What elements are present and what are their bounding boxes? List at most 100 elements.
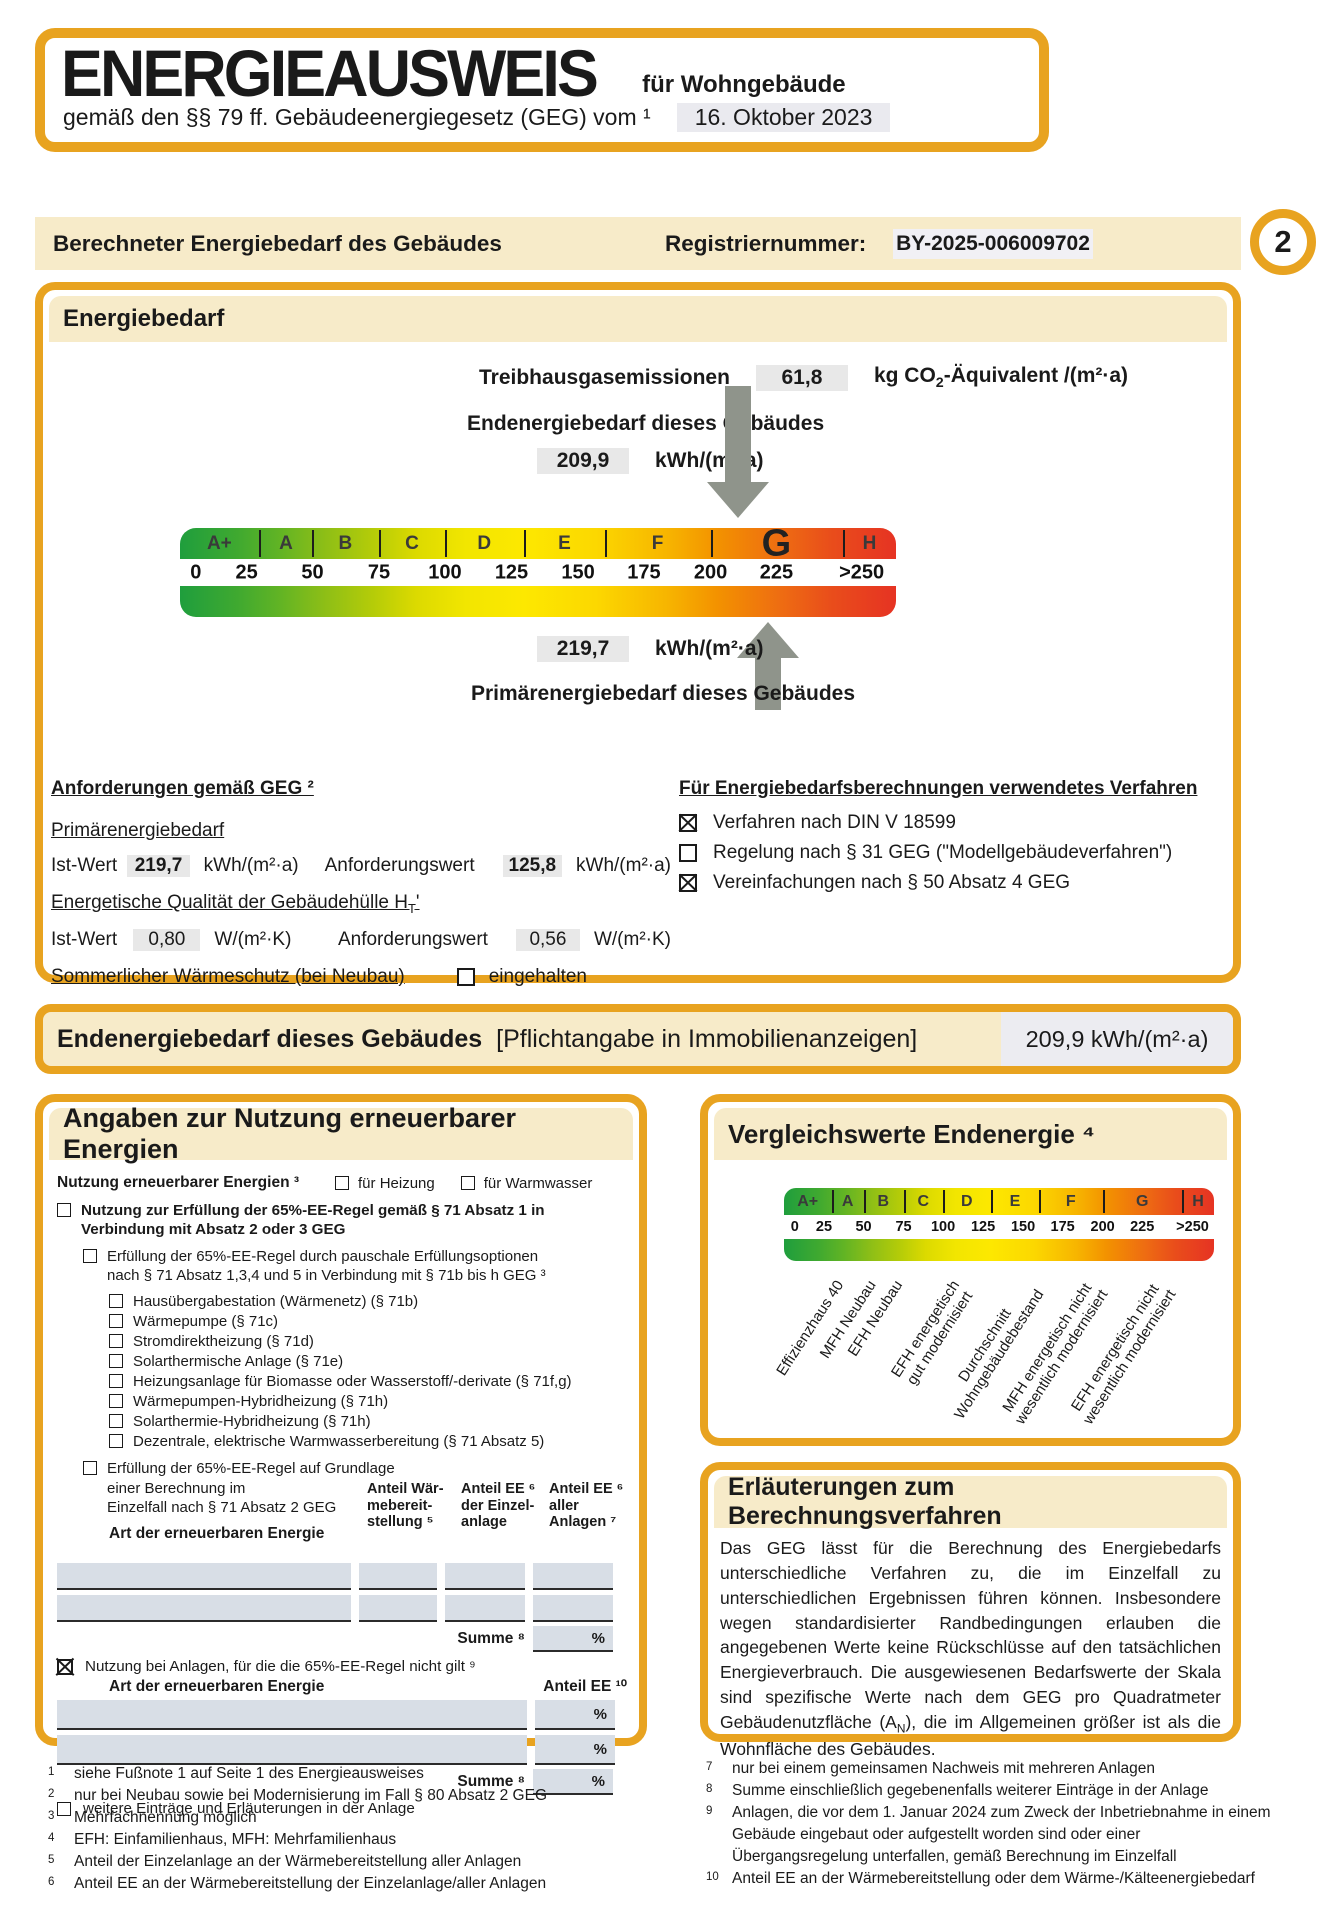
footnote: 7 nur bei einem gemeinsamen Nachweis mit … xyxy=(706,1758,1276,1780)
page-subtitle: für Wohngebäude xyxy=(642,71,846,99)
scale-letter: F xyxy=(1065,1192,1076,1210)
renewables-header: Angaben zur Nutzung erneuerbarer Energie… xyxy=(49,1103,633,1164)
mini-energy-scale: A+ A B C D E F G H 0 25 50 75 100 125 15… xyxy=(784,1188,1214,1261)
weitere-row: weitere Einträge und Erläuterungen in de… xyxy=(57,1800,627,1817)
ist-wert-label: Ist-Wert xyxy=(51,855,118,876)
option-row: Dezentrale, elektrische Warmwasserbereit… xyxy=(109,1431,627,1451)
erlaeuterungen-text: Das GEG lässt für die Berechnung des Ene… xyxy=(720,1536,1221,1762)
footnote-marker: 10 xyxy=(706,1871,719,1883)
rule65-checkbox xyxy=(57,1203,71,1217)
arrow-up-icon xyxy=(737,622,799,710)
ee-table2: % % Summe ⁸ % xyxy=(57,1700,627,1796)
rule65-label: Nutzung zur Erfüllung der 65%-EE-Regel g… xyxy=(81,1202,545,1239)
anforderungswert2-label: Anforderungswert xyxy=(337,928,488,950)
table-cell xyxy=(533,1563,613,1591)
ee-table2-sum-row: Summe ⁸ % xyxy=(57,1769,627,1796)
header-box: ENERGIEAUSWEIS für Wohngebäude gemäß den… xyxy=(35,28,1049,152)
vergleich-title: Vergleichswerte Endenergie ⁴ xyxy=(728,1118,1095,1149)
page-title: ENERGIEAUSWEIS xyxy=(61,36,599,110)
footnote: 9 Anlagen, die vor dem 1. Januar 2024 zum… xyxy=(706,1802,1276,1868)
table-cell xyxy=(57,1595,351,1623)
scale-letter: A+ xyxy=(797,1192,819,1210)
footnote: 2 nur bei Neubau sowie bei Modernisierung… xyxy=(48,1785,668,1807)
primary-unit: kWh/(m²·a) xyxy=(655,637,764,660)
option-row: Stromdirektheizung (§ 71d) xyxy=(109,1331,627,1351)
option-label: Wärmepumpen-Hybridheizung (§ 71h) xyxy=(133,1392,389,1410)
erlaeuterungen-header: Erläuterungen zum Berechnungsverfahren xyxy=(714,1473,1227,1530)
scale-tick: 100 xyxy=(930,1219,956,1235)
anforderungswert2-unit: W/(m²·K) xyxy=(593,928,671,950)
anforderungswert-unit: kWh/(m²·a) xyxy=(576,855,671,876)
huelle-subheading: Energetische Qualität der Gebäudehülle H… xyxy=(51,892,671,916)
ee-table2-row: % xyxy=(57,1700,627,1731)
ee-table-row xyxy=(57,1595,627,1623)
primary-value-row: 219,7 kWh/(m²·a) xyxy=(537,636,764,662)
footnote-text: siehe Fußnote 1 auf Seite 1 des Energiea… xyxy=(74,1765,424,1782)
percent-sign: % xyxy=(591,1772,605,1790)
scale-letter: H xyxy=(862,532,877,554)
anforderungswert-value: 125,8 xyxy=(502,855,563,877)
summe-percent-cell: % xyxy=(533,1626,613,1653)
issue-date: 16. Oktober 2023 xyxy=(676,103,891,133)
vergleich-header: Vergleichswerte Endenergie ⁴ xyxy=(714,1108,1227,1160)
scale-letter: D xyxy=(477,532,492,554)
scale-tick: 175 xyxy=(627,561,661,583)
option-row: Solarthermische Anlage (§ 71e) xyxy=(109,1351,627,1371)
ee-table: Summe ⁸ % xyxy=(57,1563,627,1653)
heizung-checkbox xyxy=(335,1176,350,1190)
option-row: Solarthermie-Hybridheizung (§ 71h) xyxy=(109,1411,627,1431)
option-checkbox xyxy=(109,1434,123,1449)
table2-col-ee-header: Anteil EE ¹⁰ xyxy=(543,1678,627,1696)
endenergie-bar-note: [Pflichtangabe in Immobilienanzeigen] xyxy=(496,1024,918,1053)
scale-letter: B xyxy=(338,532,353,554)
table-col2-header: Anteil EE ⁶ der Einzel- anlage xyxy=(461,1481,536,1530)
endenergie-bar-value: 209,9 kWh/(m²·a) xyxy=(1001,1012,1233,1066)
option-checkbox xyxy=(109,1354,123,1369)
scale-tick: 25 xyxy=(815,1219,833,1235)
verfahren-item-label: Verfahren nach DIN V 18599 xyxy=(713,812,956,833)
energy-scale-letter-band: A+ A B C D E F G H xyxy=(180,528,896,564)
percent-sign: % xyxy=(593,1705,607,1723)
verfahren-item-label: Regelung nach § 31 GEG ("Modellgebäudeve… xyxy=(713,842,1173,863)
scale-tick: 200 xyxy=(1090,1219,1115,1235)
verfahren-item: Verfahren nach DIN V 18599 xyxy=(679,808,1235,838)
sommer-checkbox-label: eingehalten xyxy=(488,965,587,987)
summe2-percent-cell: % xyxy=(533,1769,613,1796)
einzelfall-label: Erfüllung der 65%-EE-Regel auf Grundlage… xyxy=(107,1460,395,1517)
rule65-row: Nutzung zur Erfüllung der 65%-EE-Regel g… xyxy=(57,1201,627,1240)
footnote-text: Mehrfachnennung möglich xyxy=(74,1809,257,1826)
anforderungswert-label: Anforderungswert xyxy=(324,855,475,876)
verfahren-checkbox xyxy=(679,814,697,832)
ist-wert2-unit: W/(m²·K) xyxy=(214,928,292,950)
scale-tick: 0 xyxy=(790,1219,799,1235)
energiebedarf-section-title: Energiebedarf xyxy=(63,305,225,332)
footnote-text: EFH: Einfamilienhaus, MFH: Mehrfamilienh… xyxy=(74,1831,397,1848)
scale-letter: B xyxy=(877,1192,890,1210)
scale-tick: 125 xyxy=(494,561,529,583)
mini-scale-letter-band: A+ A B C D E F G H xyxy=(784,1188,1214,1215)
law-reference: gemäß den §§ 79 ff. Gebäudeenergiegesetz… xyxy=(63,104,651,131)
pauschal-label: Erfüllung der 65%-EE-Regel durch pauscha… xyxy=(107,1247,546,1285)
mini-scale-tick-strip: 0 25 50 75 100 125 150 175 200 225 >250 xyxy=(784,1215,1214,1239)
sommer-label: Sommerlicher Wärmeschutz (bei Neubau) xyxy=(51,965,405,987)
verfahren-item-label: Vereinfachungen nach § 50 Absatz 4 GEG xyxy=(713,872,1071,893)
option-checkbox xyxy=(109,1394,123,1409)
option-label: Hausübergabestation (Wärmenetz) (§ 71b) xyxy=(133,1292,419,1310)
footnote-text: Anteil EE an der Wärmebereitstellung ode… xyxy=(732,1870,1255,1887)
summe2-label: Summe ⁸ xyxy=(457,1773,525,1791)
erlaeuterungen-text-a: Das GEG lässt für die Berechnung des Ene… xyxy=(720,1538,1221,1732)
percent-sign: % xyxy=(591,1629,605,1647)
summe-label: Summe ⁸ xyxy=(457,1630,525,1648)
footnote-marker: 7 xyxy=(706,1761,713,1773)
endenergie-bar-title: Endenergiebedarf dieses Gebäudes xyxy=(57,1024,483,1053)
scale-tick: 200 xyxy=(693,561,728,583)
option-label: Solarthermie-Hybridheizung (§ 71h) xyxy=(133,1412,371,1430)
huelle-subscript: T xyxy=(408,900,416,916)
scale-tick: 150 xyxy=(1010,1219,1036,1235)
option-row: Wärmepumpen-Hybridheizung (§ 71h) xyxy=(109,1391,627,1411)
option-label: Dezentrale, elektrische Warmwasserbereit… xyxy=(133,1432,545,1450)
option-checkbox xyxy=(109,1414,123,1429)
ghg-unit-sub: 2 xyxy=(935,375,944,392)
footnote: 1 siehe Fußnote 1 auf Seite 1 des Energie… xyxy=(48,1763,668,1785)
